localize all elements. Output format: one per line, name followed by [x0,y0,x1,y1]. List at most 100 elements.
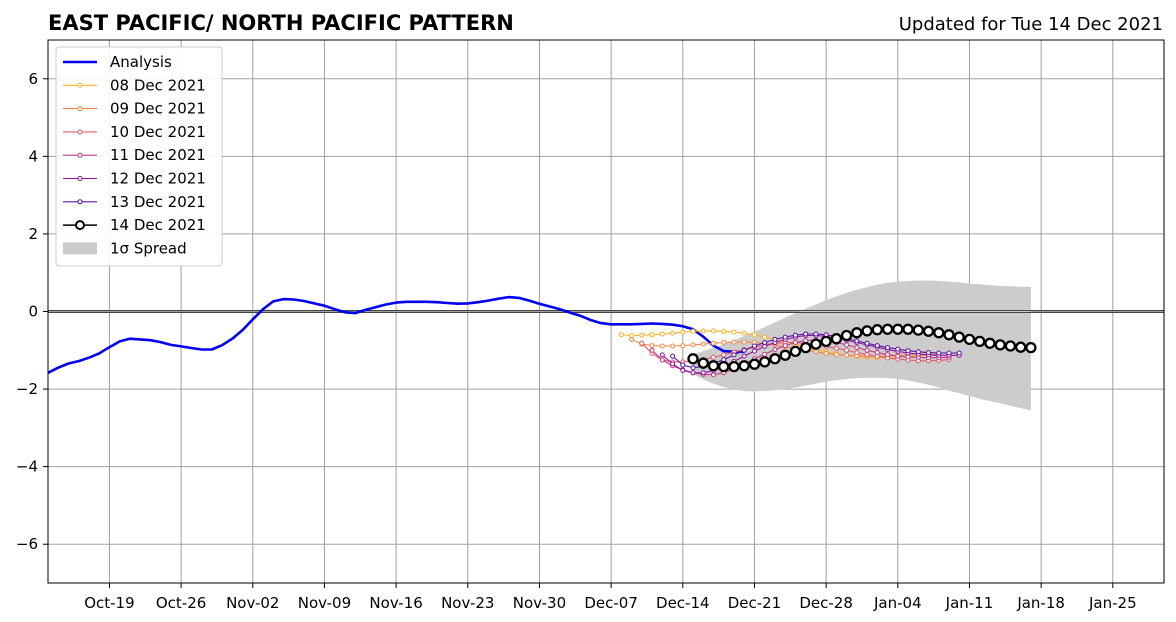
data-point [820,335,832,348]
legend-marker [77,152,83,158]
data-point [943,329,955,341]
data-point [922,325,935,337]
data-point [731,339,737,345]
data-point [687,353,699,365]
data-point [974,335,986,348]
x-tick-label: Nov-23 [441,594,494,612]
data-point [782,343,788,349]
data-point [895,346,901,352]
data-point [711,354,716,360]
data-point [629,336,635,342]
data-point [690,370,696,376]
data-point [680,362,686,368]
legend-marker [77,176,83,181]
data-point [711,340,716,346]
data-point [707,360,720,372]
data-point [854,350,860,356]
legend-label: 1σ Spread [110,239,187,257]
data-point [792,340,798,345]
legend-item-12-dec-2021: 12 Dec 2021 [63,170,206,188]
data-point [895,353,901,359]
data-point [833,352,839,358]
legend-label: 14 Dec 2021 [110,216,206,234]
data-point [782,334,788,340]
data-point [902,323,914,335]
legend-label: 11 Dec 2021 [110,146,206,164]
data-point [885,352,891,358]
y-tick-label: 4 [28,147,38,165]
chart-subtitle: Updated for Tue 14 Dec 2021 [899,14,1163,35]
x-tick-label: Oct-26 [156,594,206,612]
data-point [731,329,737,335]
data-point [1004,340,1017,352]
data-point [936,350,942,356]
data-point [762,334,768,340]
data-point [864,340,870,346]
data-point [840,329,853,342]
data-point [854,338,860,344]
legend-label: Analysis [110,53,172,71]
data-point [721,328,727,334]
legend-item-11-dec-2021: 11 Dec 2021 [63,146,206,164]
data-point [792,332,798,338]
data-point [926,350,931,356]
data-point [618,332,624,338]
x-tick-label: Jan-25 [1088,594,1137,612]
data-point [670,343,676,349]
legend-marker [77,106,83,112]
legend-marker [77,199,83,205]
data-point [871,324,883,336]
data-point [700,370,706,376]
data-point [946,350,952,356]
data-point [711,328,716,334]
data-point [813,331,819,337]
y-tick-label: 2 [28,225,38,243]
data-point [649,332,655,338]
data-point [953,331,965,343]
data-point [759,356,771,368]
y-tick-label: 0 [28,303,38,321]
x-tick-label: Oct-19 [84,594,134,612]
data-point [649,347,655,353]
legend-item-14-dec-2021: 14 Dec 2021 [63,216,206,234]
legend-label: 10 Dec 2021 [110,123,206,141]
legend-label: 09 Dec 2021 [110,100,206,118]
legend-label: 13 Dec 2021 [110,193,206,211]
data-point [741,347,747,353]
data-point [813,349,819,355]
data-point [854,345,860,351]
data-point [956,350,962,356]
data-point [984,337,996,349]
data-point [680,343,686,349]
legend-item-13-dec-2021: 13 Dec 2021 [63,193,206,211]
data-point [741,339,747,345]
data-point [933,327,945,339]
data-point [1025,341,1037,354]
data-point [718,360,730,373]
legend-item-08-dec-2021: 08 Dec 2021 [63,76,206,94]
data-point [881,323,894,335]
data-point [963,333,976,346]
legend-label: 08 Dec 2021 [110,76,206,94]
data-point [844,347,850,353]
data-point [752,348,757,354]
data-point [738,360,750,372]
data-point [690,342,696,348]
data-point [762,351,768,357]
chart-title: EAST PACIFIC/ NORTH PACIFIC PATTERN [48,11,514,35]
data-point [830,333,843,345]
x-axis: Oct-19 Oct-26 Nov-02 Nov-09 Nov-16 Nov-23 Nov-… [84,583,1137,612]
legend-marker [77,129,83,135]
x-tick-label: Nov-30 [513,594,566,612]
data-point [659,357,665,363]
x-tick-label: Dec-07 [584,594,638,612]
x-tick-label: Jan-11 [945,594,994,612]
x-tick-label: Nov-16 [369,594,422,612]
y-axis: −6 −4 −2 0 2 4 6 [16,70,48,553]
data-point [823,350,829,356]
x-tick-label: Dec-28 [799,594,853,612]
data-point [912,324,924,336]
y-tick-label: 6 [28,70,38,88]
